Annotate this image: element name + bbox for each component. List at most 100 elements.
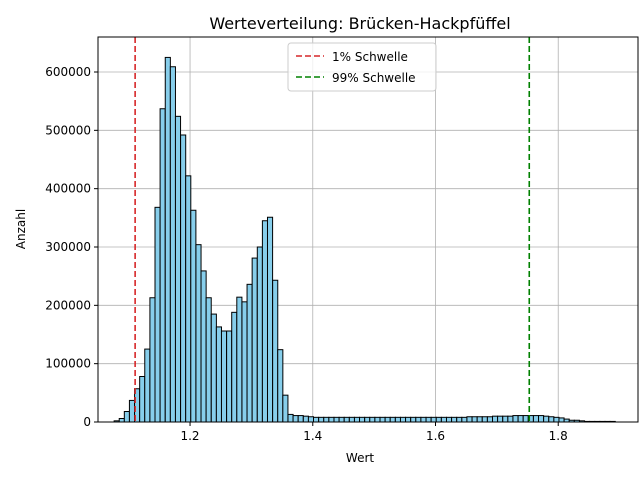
histogram-bar xyxy=(333,416,340,423)
histogram-bar xyxy=(466,416,473,423)
histogram-bar xyxy=(476,416,483,423)
histogram-bar xyxy=(149,297,156,423)
histogram-bar xyxy=(154,206,161,423)
histogram-bar xyxy=(353,416,361,423)
y-tick-label: 0 xyxy=(83,415,91,429)
y-tick-label: 400000 xyxy=(45,182,91,196)
histogram-bar xyxy=(210,313,217,423)
histogram-bar xyxy=(399,416,407,423)
histogram-bar xyxy=(246,283,253,423)
histogram-bar xyxy=(180,134,187,423)
histogram-bar xyxy=(425,416,432,423)
y-tick-label: 600000 xyxy=(45,65,91,79)
histogram-bar xyxy=(231,311,238,423)
histogram-bar xyxy=(190,209,197,423)
histogram-bar xyxy=(394,416,401,423)
y-tick-label: 500000 xyxy=(45,123,91,137)
histogram-bar xyxy=(343,416,350,423)
histogram-bar xyxy=(200,270,207,423)
histogram-bar xyxy=(415,416,422,423)
x-tick-label: 1.6 xyxy=(426,429,445,443)
histogram-bar xyxy=(379,416,386,423)
histogram-bar xyxy=(430,416,437,423)
histogram-bar xyxy=(302,415,309,423)
histogram-bar xyxy=(241,301,248,423)
histogram-bar xyxy=(195,244,202,423)
histogram-bar xyxy=(328,416,335,423)
y-axis-ticks: 0 100000 200000 300000 400000 500000 600000 xyxy=(45,65,98,429)
histogram-bar xyxy=(451,416,458,423)
histogram-bar xyxy=(543,415,550,423)
histogram-bar xyxy=(318,416,325,423)
histogram-bar xyxy=(123,411,130,423)
histogram-bar xyxy=(486,416,494,423)
histogram-bar xyxy=(502,415,509,423)
histogram-bar xyxy=(435,416,442,423)
histogram-bar xyxy=(220,330,228,423)
x-axis-ticks: 1.2 1.4 1.6 1.8 xyxy=(180,422,568,443)
histogram-bar xyxy=(364,416,371,423)
histogram-bar xyxy=(144,348,151,423)
histogram-bar xyxy=(481,416,488,423)
histogram-bar xyxy=(169,66,176,423)
histogram-bar xyxy=(185,175,192,423)
histogram-bar xyxy=(139,376,146,423)
histogram-bar xyxy=(236,296,243,423)
histogram-bar xyxy=(558,417,565,423)
legend-box xyxy=(287,42,437,92)
histogram-bar xyxy=(538,415,545,423)
histogram-bar xyxy=(374,416,381,423)
histogram-bar xyxy=(277,349,284,423)
histogram-bar xyxy=(256,246,263,423)
legend-label-1pct: 1% Schwelle xyxy=(332,50,408,64)
histogram-bar xyxy=(297,415,304,423)
histogram-bar xyxy=(282,394,289,423)
histogram-bar xyxy=(348,416,355,423)
histogram-bar xyxy=(164,56,171,423)
histogram-bar xyxy=(553,416,560,423)
histogram-bar xyxy=(389,416,396,423)
histogram-bar xyxy=(128,399,136,423)
histogram-bar xyxy=(226,330,233,423)
legend: 1% Schwelle 99% Schwelle xyxy=(287,42,437,92)
histogram-bar xyxy=(445,416,453,423)
histogram-bar xyxy=(251,257,258,423)
histogram-bar xyxy=(118,418,125,423)
legend-label-99pct: 99% Schwelle xyxy=(332,71,416,85)
histogram-bar xyxy=(507,415,514,423)
y-tick-label: 200000 xyxy=(45,298,91,312)
histogram-bar xyxy=(410,416,417,423)
histogram-bar xyxy=(405,416,412,423)
x-tick-label: 1.2 xyxy=(180,429,199,443)
histogram-bar xyxy=(272,279,279,423)
histogram-bar xyxy=(512,415,519,423)
histogram-bar xyxy=(323,416,330,423)
histogram-bar xyxy=(522,415,529,423)
histogram-bar xyxy=(313,416,320,423)
histogram-bar xyxy=(517,415,524,423)
x-tick-label: 1.4 xyxy=(303,429,322,443)
histogram-bar xyxy=(440,416,448,423)
histogram-bar xyxy=(266,216,274,423)
histogram-bar xyxy=(292,415,299,423)
histogram-bar xyxy=(492,415,499,423)
y-tick-label: 100000 xyxy=(45,357,91,371)
chart-title: Werteverteilung: Brücken-Hackpfüffel xyxy=(209,14,510,33)
histogram-bar xyxy=(287,413,294,423)
histogram-bar xyxy=(420,416,427,423)
histogram-bar xyxy=(532,415,540,423)
y-axis-label: Anzahl xyxy=(14,209,28,249)
plot-area-frame xyxy=(97,36,639,423)
histogram-bar xyxy=(338,416,345,423)
histogram-bar xyxy=(497,415,504,423)
y-tick-label: 300000 xyxy=(45,240,91,254)
histogram-bar xyxy=(548,416,555,423)
x-tick-label: 1.8 xyxy=(549,429,568,443)
histogram-bar xyxy=(461,416,468,423)
x-axis-label: Wert xyxy=(346,451,374,465)
histogram-bar xyxy=(359,416,366,423)
histogram-bar xyxy=(307,416,315,423)
histogram-bar xyxy=(384,416,391,423)
histogram-bar xyxy=(471,416,478,423)
